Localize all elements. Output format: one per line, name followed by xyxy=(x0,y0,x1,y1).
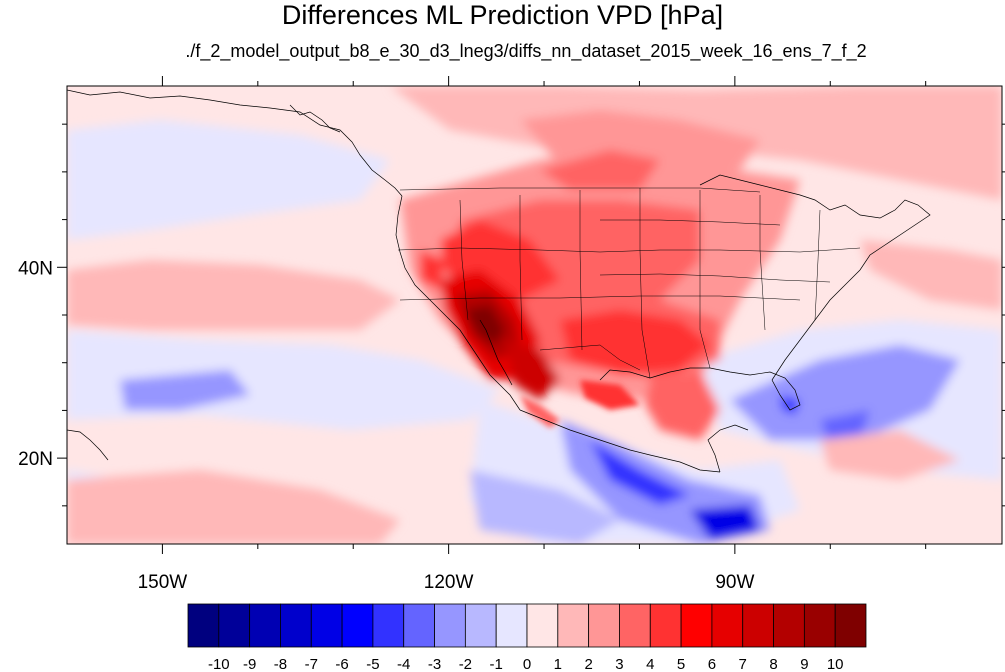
colorbar-swatch xyxy=(218,603,251,648)
colorbar-label: -2 xyxy=(459,656,472,672)
colorbar-swatch xyxy=(495,603,528,648)
colorbar-swatch xyxy=(588,603,620,648)
lat-label: 20N xyxy=(18,449,53,470)
latitude-labels: 40N 20N xyxy=(18,258,53,470)
map-subtitle: ./f_2_model_output_b8_e_30_d3_lneg3/diff… xyxy=(185,41,867,61)
colorbar-swatch xyxy=(557,603,590,648)
colorbar-swatch xyxy=(434,603,466,648)
colorbar-label: -8 xyxy=(274,656,287,672)
colorbar-swatch xyxy=(249,603,281,648)
colorbar-label: 5 xyxy=(677,656,685,672)
colorbar-swatch xyxy=(680,603,713,648)
colorbar-label: 8 xyxy=(769,656,777,672)
colorbar-label: 10 xyxy=(827,656,844,672)
colorbar-swatch xyxy=(403,603,435,648)
lon-label: 150W xyxy=(138,572,188,593)
lon-label: 120W xyxy=(424,572,474,593)
colorbar-label: -3 xyxy=(428,656,441,672)
colorbar-swatch xyxy=(310,603,343,648)
colorbar-label: -7 xyxy=(305,656,318,672)
colorbar-label: 1 xyxy=(554,656,562,672)
colorbar-label: 2 xyxy=(584,656,592,672)
state-borders xyxy=(397,187,861,379)
colorbar-swatch xyxy=(742,603,774,648)
colorbar-swatch xyxy=(803,603,836,648)
colorbar-label: -10 xyxy=(208,656,230,672)
colorbar-swatch xyxy=(526,603,559,648)
colorbar-swatch xyxy=(464,603,497,648)
colorbar-label: -9 xyxy=(243,656,256,672)
colorbar-swatch xyxy=(187,603,220,648)
colorbar-label: 0 xyxy=(523,656,531,672)
lat-label: 40N xyxy=(18,258,53,279)
colorbar-swatch xyxy=(649,603,682,648)
colorbar-swatch xyxy=(711,603,744,648)
colorbar-label: 4 xyxy=(646,656,654,672)
colorbar-label: 9 xyxy=(800,656,808,672)
colorbar-label: -4 xyxy=(397,656,410,672)
colorbar-swatch xyxy=(834,603,867,648)
lon-label: 90W xyxy=(715,572,754,593)
colorbar-swatch xyxy=(619,603,651,648)
colorbar-label: 7 xyxy=(739,656,747,672)
colorbar-label: -5 xyxy=(366,656,379,672)
colorbar-label: 3 xyxy=(615,656,623,672)
colorbar-swatch xyxy=(280,603,312,648)
colorbar-swatch xyxy=(372,603,405,648)
colorbar-swatch xyxy=(341,603,374,648)
coastlines xyxy=(67,89,931,473)
map-title: Differences ML Prediction VPD [hPa] xyxy=(281,0,724,30)
colorbar: -10 -9 -8 -7 -6 -5 -4 -3 -2 -1 0 1 2 3 4 5 6 7 8 9 10 xyxy=(187,603,867,672)
colorbar-label: -6 xyxy=(335,656,348,672)
colorbar-label: -1 xyxy=(490,656,503,672)
colorbar-swatch xyxy=(773,603,805,648)
longitude-labels: 150W 120W 90W xyxy=(138,572,755,593)
contour-field xyxy=(67,86,1002,544)
colorbar-label: 6 xyxy=(708,656,716,672)
